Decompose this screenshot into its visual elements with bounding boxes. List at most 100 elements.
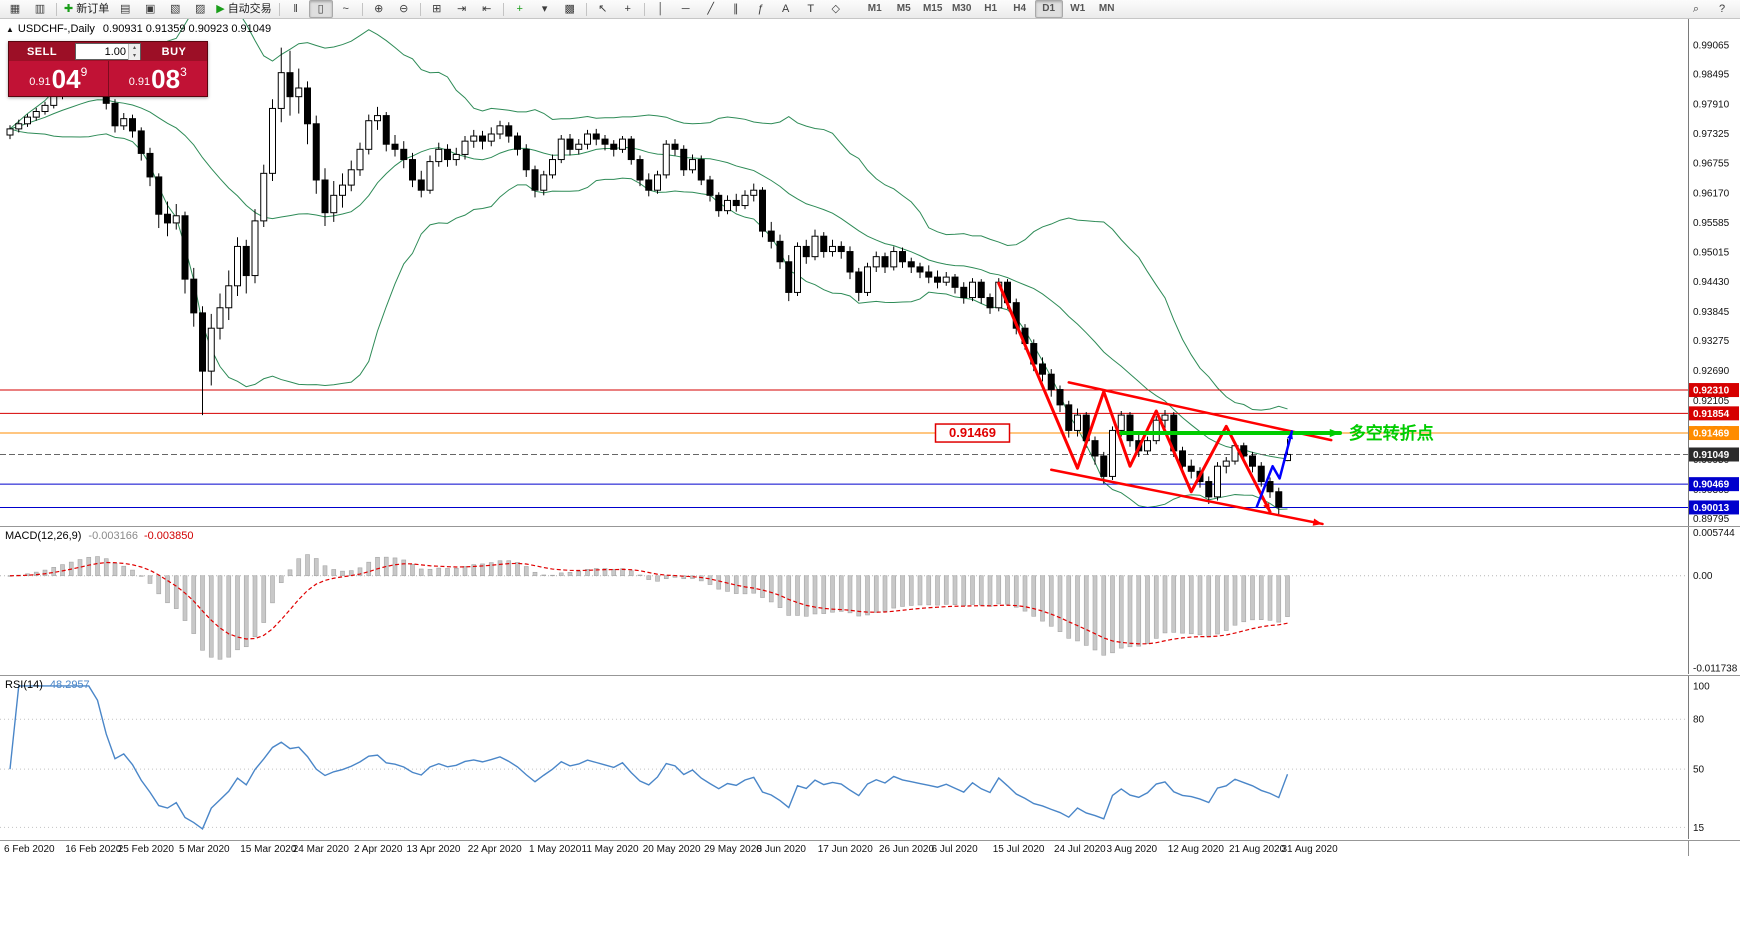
price-tick-label: 0.93275 [1693, 336, 1730, 347]
timeframe-m1[interactable]: M1 [867, 3, 882, 14]
macd-panel[interactable]: 0.005744 0.00 -0.011738 MACD(12,26,9) -0.00… [0, 526, 1740, 675]
timeframe-m15[interactable]: M15 [922, 3, 943, 14]
auto-scroll-button[interactable]: ⇥ [450, 0, 474, 18]
one-click-toggle-icon[interactable]: ▲ [6, 25, 14, 34]
shapes-icon: ◇ [831, 2, 840, 15]
red-zigzag-arrows[interactable] [997, 281, 1272, 514]
ohlc-values: 0.90931 0.91359 0.90923 0.91049 [102, 23, 272, 35]
timeframe-w1[interactable]: W1 [1070, 3, 1086, 14]
timeframe-mn[interactable]: MN [1098, 3, 1115, 14]
toolbar-separator [278, 2, 280, 16]
line-chart-icon: ~ [342, 2, 349, 15]
blue-up-arrow[interactable] [1255, 430, 1294, 508]
data-window-icon: ▣ [145, 2, 156, 15]
wedge-lower-trendline[interactable] [1050, 468, 1324, 526]
pivot-note-text[interactable]: 多空转折点 [1349, 423, 1434, 443]
crosshair-button[interactable]: + [616, 0, 640, 18]
rsi-axis-label: 50 [1693, 765, 1705, 776]
date-tick: 20 May 2020 [642, 844, 701, 855]
autotrading-icon: ▶ [216, 2, 225, 15]
templates-icon: ▩ [564, 2, 575, 15]
toolbar-separator [502, 2, 504, 16]
market-watch-icon: ▤ [120, 2, 131, 15]
date-axis[interactable]: 6 Feb 2020 16 Feb 2020 25 Feb 2020 5 Mar 20… [0, 840, 1740, 942]
volume-input[interactable]: 1.00 ▴ ▾ [75, 43, 141, 60]
zoom-in-button[interactable]: ⊕ [367, 0, 391, 18]
rsi-panel[interactable]: 100 80 50 15 RSI(14) 48.2957 [0, 675, 1740, 840]
main-chart-canvas[interactable]: 多空转折点 0.91469 0.99065 0.98495 0.97910 0.97325… [0, 19, 1740, 526]
macd-canvas[interactable]: 0.005744 0.00 -0.011738 [0, 527, 1740, 674]
new-order-icon: ✚ [64, 2, 74, 15]
templates-button[interactable]: ▩ [558, 0, 582, 18]
main-chart-panel[interactable]: 多空转折点 0.91469 0.99065 0.98495 0.97910 0.97325… [0, 19, 1740, 526]
auto-scroll-icon: ⇥ [457, 2, 467, 15]
tile-windows-button[interactable]: ⊞ [425, 0, 449, 18]
chart-shift-button[interactable]: ⇤ [475, 0, 499, 18]
indicators-button[interactable]: + [508, 0, 532, 18]
volume-value[interactable]: 1.00 [104, 45, 126, 58]
data-window-button[interactable]: ▣ [138, 0, 162, 18]
price-callout[interactable]: 0.91469 [934, 423, 1011, 443]
line-chart-button[interactable]: ~ [334, 0, 358, 18]
sell-button[interactable]: 0.91 04 9 [9, 61, 109, 96]
autotrading-button[interactable]: ▶ 自动交易 [213, 0, 274, 18]
price-badge: 0.91854 [1689, 406, 1739, 421]
price-badge: 0.90013 [1689, 500, 1739, 515]
timeframe-m5[interactable]: M5 [896, 3, 911, 14]
new-order-button[interactable]: ✚ 新订单 [61, 0, 112, 18]
svg-text:0.90013: 0.90013 [1693, 503, 1730, 514]
buy-button[interactable]: 0.91 08 3 [109, 61, 208, 96]
price-badge: 0.91049 [1689, 447, 1739, 462]
buy-label[interactable]: BUY [161, 45, 187, 58]
search-button[interactable]: ⌕ [1684, 0, 1708, 18]
timeframe-d1[interactable]: D1 [1034, 0, 1063, 18]
buy-price-sup: 3 [180, 65, 187, 79]
fibonacci-button[interactable]: ƒ [749, 0, 773, 18]
buy-price-prefix: 0.91 [128, 76, 151, 88]
timeframe-m30[interactable]: M30 [951, 3, 972, 14]
timeframe-buttons: M1 M5 M15 M30 H1 H4 D1 W1 MN [861, 0, 1121, 18]
zoom-out-button[interactable]: ⊖ [392, 0, 416, 18]
price-badge: 0.90469 [1689, 477, 1739, 492]
vertical-line-button[interactable]: │ [649, 0, 673, 18]
text-button[interactable]: A [774, 0, 798, 18]
candles [6, 47, 1291, 515]
horizontal-line-button[interactable]: ─ [674, 0, 698, 18]
timeframe-h4[interactable]: H4 [1013, 3, 1027, 14]
green-pivot-line[interactable] [1119, 428, 1342, 438]
sell-label[interactable]: SELL [26, 45, 58, 58]
toolbar-separator [643, 2, 645, 16]
toolbar-separator [56, 2, 57, 16]
trendline-button[interactable]: ╱ [699, 0, 723, 18]
trendline-icon: ╱ [707, 2, 714, 15]
bar-chart-button[interactable]: ‖ [284, 0, 308, 18]
wedge-upper-trendline[interactable] [1067, 381, 1333, 442]
terminal-button[interactable]: ▨ [188, 0, 212, 18]
date-tick: 3 Aug 2020 [1106, 844, 1158, 855]
price-tick-label: 0.96755 [1693, 158, 1730, 169]
price-tick-label: 0.99065 [1693, 40, 1730, 51]
cursor-button[interactable]: ↖ [591, 0, 615, 18]
horizontal-level-lines[interactable] [0, 389, 1688, 508]
date-tick: 16 Feb 2020 [65, 844, 122, 855]
navigator-button[interactable]: ▧ [163, 0, 187, 18]
volume-stepper[interactable]: ▴ ▾ [128, 43, 140, 60]
new-chart-button[interactable]: ▦ [3, 0, 27, 18]
arrow-head-icon [1287, 431, 1293, 440]
spin-up-icon[interactable]: ▴ [129, 43, 140, 52]
label-button[interactable]: T [799, 0, 823, 18]
channel-button[interactable]: ∥ [724, 0, 748, 18]
cursor-icon: ↖ [598, 2, 608, 15]
timeframe-h1[interactable]: H1 [984, 3, 998, 14]
axis-divider [1688, 841, 1689, 856]
help-button[interactable]: ? [1710, 0, 1734, 18]
rsi-canvas[interactable]: 100 80 50 15 [0, 676, 1740, 839]
spin-down-icon[interactable]: ▾ [129, 51, 140, 60]
arrow-head-icon [1329, 428, 1340, 438]
fibonacci-icon: ƒ [757, 2, 764, 15]
profiles-button[interactable]: ▥ [28, 0, 52, 18]
periods-button[interactable]: ▾ [533, 0, 557, 18]
market-watch-button[interactable]: ▤ [113, 0, 137, 18]
candle-chart-button[interactable]: ▯ [308, 0, 333, 18]
shapes-button[interactable]: ◇ [824, 0, 848, 18]
